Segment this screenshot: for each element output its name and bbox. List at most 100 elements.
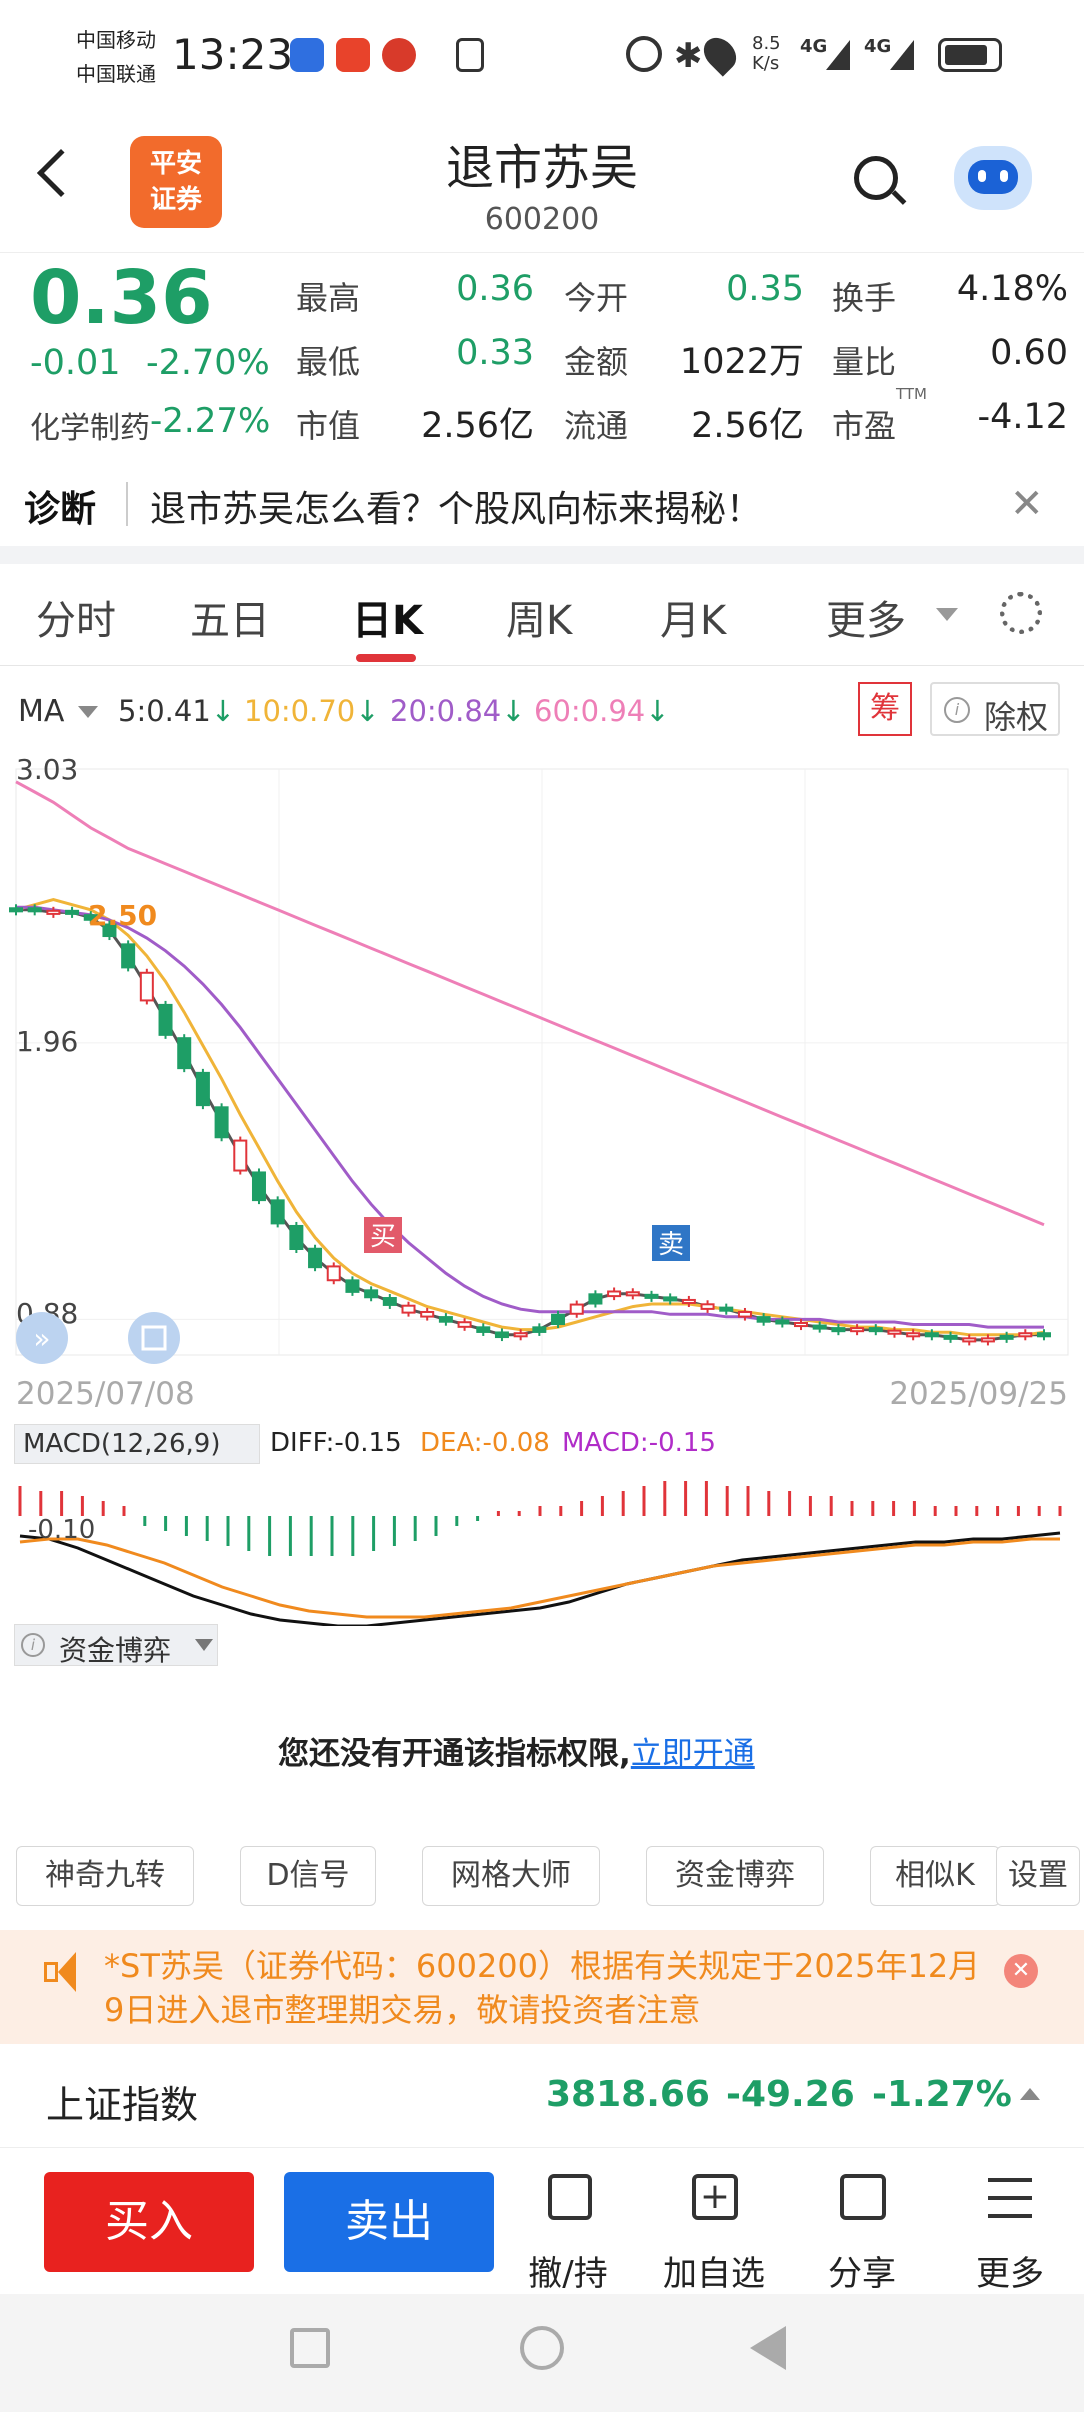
kline-chart[interactable]: 3.03 1.96 0.88 2.50 2025/07/08 2025/09/2… xyxy=(0,745,1084,1415)
diagnose-banner[interactable]: 诊断 退市苏吴怎么看？个股风向标来揭秘！ ✕ xyxy=(0,462,1084,546)
ma-line-ma10 xyxy=(15,898,1045,1337)
float-value: 2.56亿 xyxy=(691,406,804,446)
macd-bar-2 xyxy=(60,1491,64,1516)
candle-50 xyxy=(943,1334,958,1340)
index-name: 上证指数 xyxy=(46,2083,199,2127)
high-label: 最高 xyxy=(296,279,361,317)
tool-settings[interactable]: 设置 xyxy=(996,1846,1080,1906)
candle-41 xyxy=(775,1319,790,1325)
tool-similar-k[interactable]: 相似K xyxy=(870,1846,1000,1906)
tool-nine-turns[interactable]: 神奇九转 xyxy=(16,1846,194,1906)
low-value: 0.33 xyxy=(456,333,534,373)
ma20-value: 20:0.84↓ xyxy=(390,694,526,728)
notice-close-icon[interactable]: ✕ xyxy=(1004,1954,1038,1988)
fund-game-selector[interactable]: i 资金博弈 xyxy=(14,1624,218,1667)
candle-38 xyxy=(719,1306,734,1312)
tab-intraday[interactable]: 分时 xyxy=(36,598,116,644)
amount-label: 金额 xyxy=(564,343,629,381)
macd-diff: DIFF:-0.15 xyxy=(270,1428,402,1458)
macd-bar-29 xyxy=(621,1491,625,1516)
macd-bar-26 xyxy=(559,1506,563,1516)
candle-14 xyxy=(270,1199,285,1225)
chart-grid xyxy=(15,768,1069,1356)
mcap-label: 市值 xyxy=(296,407,361,445)
candle-7 xyxy=(139,971,154,1002)
open-label: 今开 xyxy=(564,279,629,317)
max-price-label: 2.50 xyxy=(88,899,157,932)
fullscreen-icon[interactable] xyxy=(128,1312,180,1364)
tool-d-signal[interactable]: D信号 xyxy=(240,1846,376,1906)
tool-grid-master[interactable]: 网格大师 xyxy=(422,1846,600,1906)
activate-link[interactable]: 立即开通 xyxy=(630,1736,755,1772)
ma-legend: MA 5:0.41↓ 10:0.70↓ 20:0.84↓ 60:0.94↓ 筹 … xyxy=(0,676,1084,742)
bottom-actions: 买入 卖出 撤/持 + 加自选 分享 更多 xyxy=(0,2150,1084,2294)
fullscreen-glyph xyxy=(141,1325,167,1351)
close-icon[interactable]: ✕ xyxy=(1010,481,1044,527)
status-bar: 中国移动 中国联通 13:23 ✱ 8.5 K/s 4G 4G xyxy=(0,0,1084,110)
macd-bar-20 xyxy=(434,1516,438,1536)
tab-5day[interactable]: 五日 xyxy=(190,598,270,644)
candle-4 xyxy=(83,914,98,921)
macd-bar-30 xyxy=(642,1486,646,1516)
tab-more[interactable]: 更多 xyxy=(826,598,906,644)
macd-bar-35 xyxy=(746,1486,750,1516)
ma-line-ma60 xyxy=(15,780,1045,1227)
settings-gear-icon[interactable] xyxy=(1000,592,1042,634)
macd-label: MACD(12,26,9) xyxy=(23,1429,221,1459)
candle-39 xyxy=(737,1310,752,1318)
buy-button[interactable]: 买入 xyxy=(44,2172,254,2272)
home-icon[interactable] xyxy=(520,2326,564,2370)
macd-chart[interactable]: -0.10 xyxy=(0,1466,1084,1626)
expand-left-icon[interactable] xyxy=(16,1312,68,1364)
more-list-icon xyxy=(988,2178,1032,2218)
ex-right-button[interactable]: i 除权 xyxy=(930,682,1060,736)
candle-31 xyxy=(588,1293,603,1305)
macd-bar-48 xyxy=(1016,1506,1020,1516)
candle-6 xyxy=(121,943,136,969)
price-change-pct: -2.70% xyxy=(146,343,270,383)
dropdown-icon xyxy=(195,1639,213,1651)
cancel-hold-icon xyxy=(548,2174,592,2220)
tab-weekly-k[interactable]: 周K xyxy=(506,598,573,644)
notice-text: *ST苏吴（证券代码：600200）根据有关规定于2025年12月9日进入退市整… xyxy=(104,1947,981,2029)
candle-33 xyxy=(625,1291,640,1297)
pe-ttm-sup: TTM xyxy=(896,385,928,403)
sell-button[interactable]: 卖出 xyxy=(284,2172,494,2272)
back-nav-icon[interactable] xyxy=(750,2326,786,2370)
macd-bar-34 xyxy=(725,1486,729,1516)
macd-bar-43 xyxy=(912,1501,916,1516)
index-pct: -1.27% xyxy=(872,2074,1012,2115)
assistant-robot-icon[interactable] xyxy=(954,146,1032,210)
chip-distribution-button[interactable]: 筹 xyxy=(858,682,912,736)
diagnose-text[interactable]: 退市苏吴怎么看？个股风向标来揭秘！ xyxy=(150,489,763,530)
index-value: 3818.66 xyxy=(546,2074,710,2115)
macd-bar-33 xyxy=(704,1481,708,1516)
expand-up-icon[interactable] xyxy=(1020,2088,1040,2100)
active-tab-indicator xyxy=(356,654,416,662)
macd-bar-25 xyxy=(538,1506,542,1516)
tool-fund-game[interactable]: 资金博弈 xyxy=(646,1846,824,1906)
recent-apps-icon[interactable] xyxy=(290,2328,330,2368)
index-bar[interactable]: 上证指数 3818.66 -49.26 -1.27% xyxy=(0,2044,1084,2148)
candle-47 xyxy=(887,1329,902,1335)
tab-monthly-k[interactable]: 月K xyxy=(660,598,727,644)
tab-daily-k[interactable]: 日K xyxy=(352,598,423,644)
macd-selector[interactable]: MACD(12,26,9) xyxy=(14,1424,260,1464)
buy-marker: 买 xyxy=(370,1222,396,1252)
bluetooth-icon: ✱ xyxy=(674,36,703,76)
candle-25 xyxy=(476,1326,491,1333)
macd-bar-24 xyxy=(517,1511,521,1516)
quote-panel: 0.36 -0.01 -2.70% 化学制药 -2.27% 最高 0.36 今开… xyxy=(0,252,1084,456)
candle-43 xyxy=(812,1324,827,1330)
sell-marker: 卖 xyxy=(658,1230,684,1260)
search-icon[interactable] xyxy=(854,156,907,205)
macd-bar-15 xyxy=(330,1516,334,1556)
candle-51 xyxy=(962,1337,977,1343)
ma-dropdown-icon[interactable] xyxy=(78,706,98,718)
ma-line-ma5 xyxy=(16,908,1044,1342)
stock-code: 600200 xyxy=(484,202,600,237)
candle-15 xyxy=(289,1224,304,1250)
candle-20 xyxy=(382,1297,397,1306)
ma-label[interactable]: MA xyxy=(18,694,65,729)
pe-value: -4.12 xyxy=(977,397,1068,437)
